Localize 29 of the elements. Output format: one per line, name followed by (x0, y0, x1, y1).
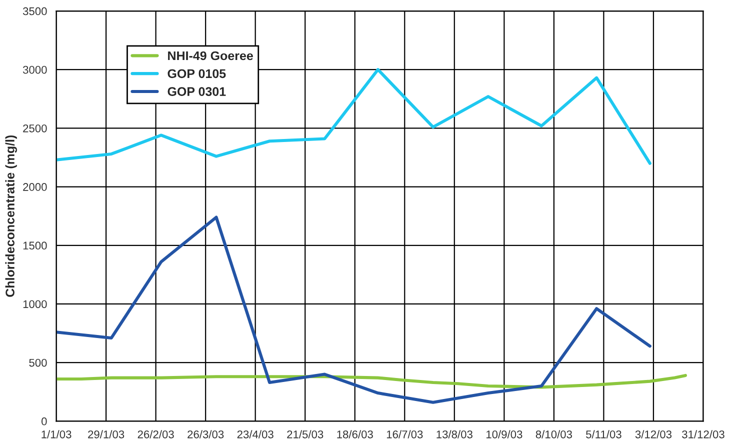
line-series (56, 374, 687, 389)
y-axis-title: Chlorideconcentratie (mg/l) (5, 135, 17, 297)
x-tick-label: 26/3/03 (188, 430, 224, 438)
y-tick-label: 1000 (23, 300, 47, 308)
line-series (56, 68, 652, 165)
y-tick-label: 2000 (23, 183, 47, 191)
y-tick-label: 500 (29, 358, 47, 367)
x-tick-label: 3/12/03 (635, 430, 672, 438)
x-tick-label: 13/8/03 (436, 430, 472, 438)
y-tick-label: 1500 (23, 242, 47, 250)
x-tick-label: 8/10/03 (536, 430, 572, 438)
legend-label: GOP 0301 (168, 87, 226, 96)
x-tick-label: 29/1/03 (88, 430, 124, 438)
x-tick-label: 16/7/03 (386, 430, 423, 438)
x-tick-label: 21/5/03 (287, 430, 324, 438)
x-tick-label: 18/6/03 (337, 430, 373, 438)
x-tick-label: 31/12/03 (682, 430, 724, 438)
x-tick-label: 26/2/03 (138, 430, 174, 438)
x-tick-label: 5/11/03 (586, 430, 622, 438)
legend-label: GOP 0105 (168, 69, 226, 78)
y-tick-label: 3500 (22, 7, 47, 16)
y-tick-label: 0 (42, 417, 47, 426)
x-tick-label: 1/1/03 (42, 430, 72, 438)
x-tick-label: 10/9/03 (486, 430, 522, 438)
y-tick-label: 2500 (23, 124, 47, 132)
y-tick-label: 3000 (22, 66, 47, 74)
legend-label: NHI-49 Goeree (168, 51, 253, 60)
line-series (56, 216, 652, 404)
x-tick-label: 23/4/03 (237, 430, 274, 438)
